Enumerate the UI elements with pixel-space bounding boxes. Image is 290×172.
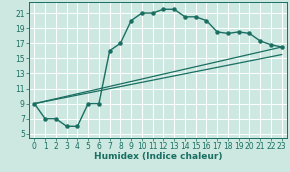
X-axis label: Humidex (Indice chaleur): Humidex (Indice chaleur) (94, 152, 222, 161)
